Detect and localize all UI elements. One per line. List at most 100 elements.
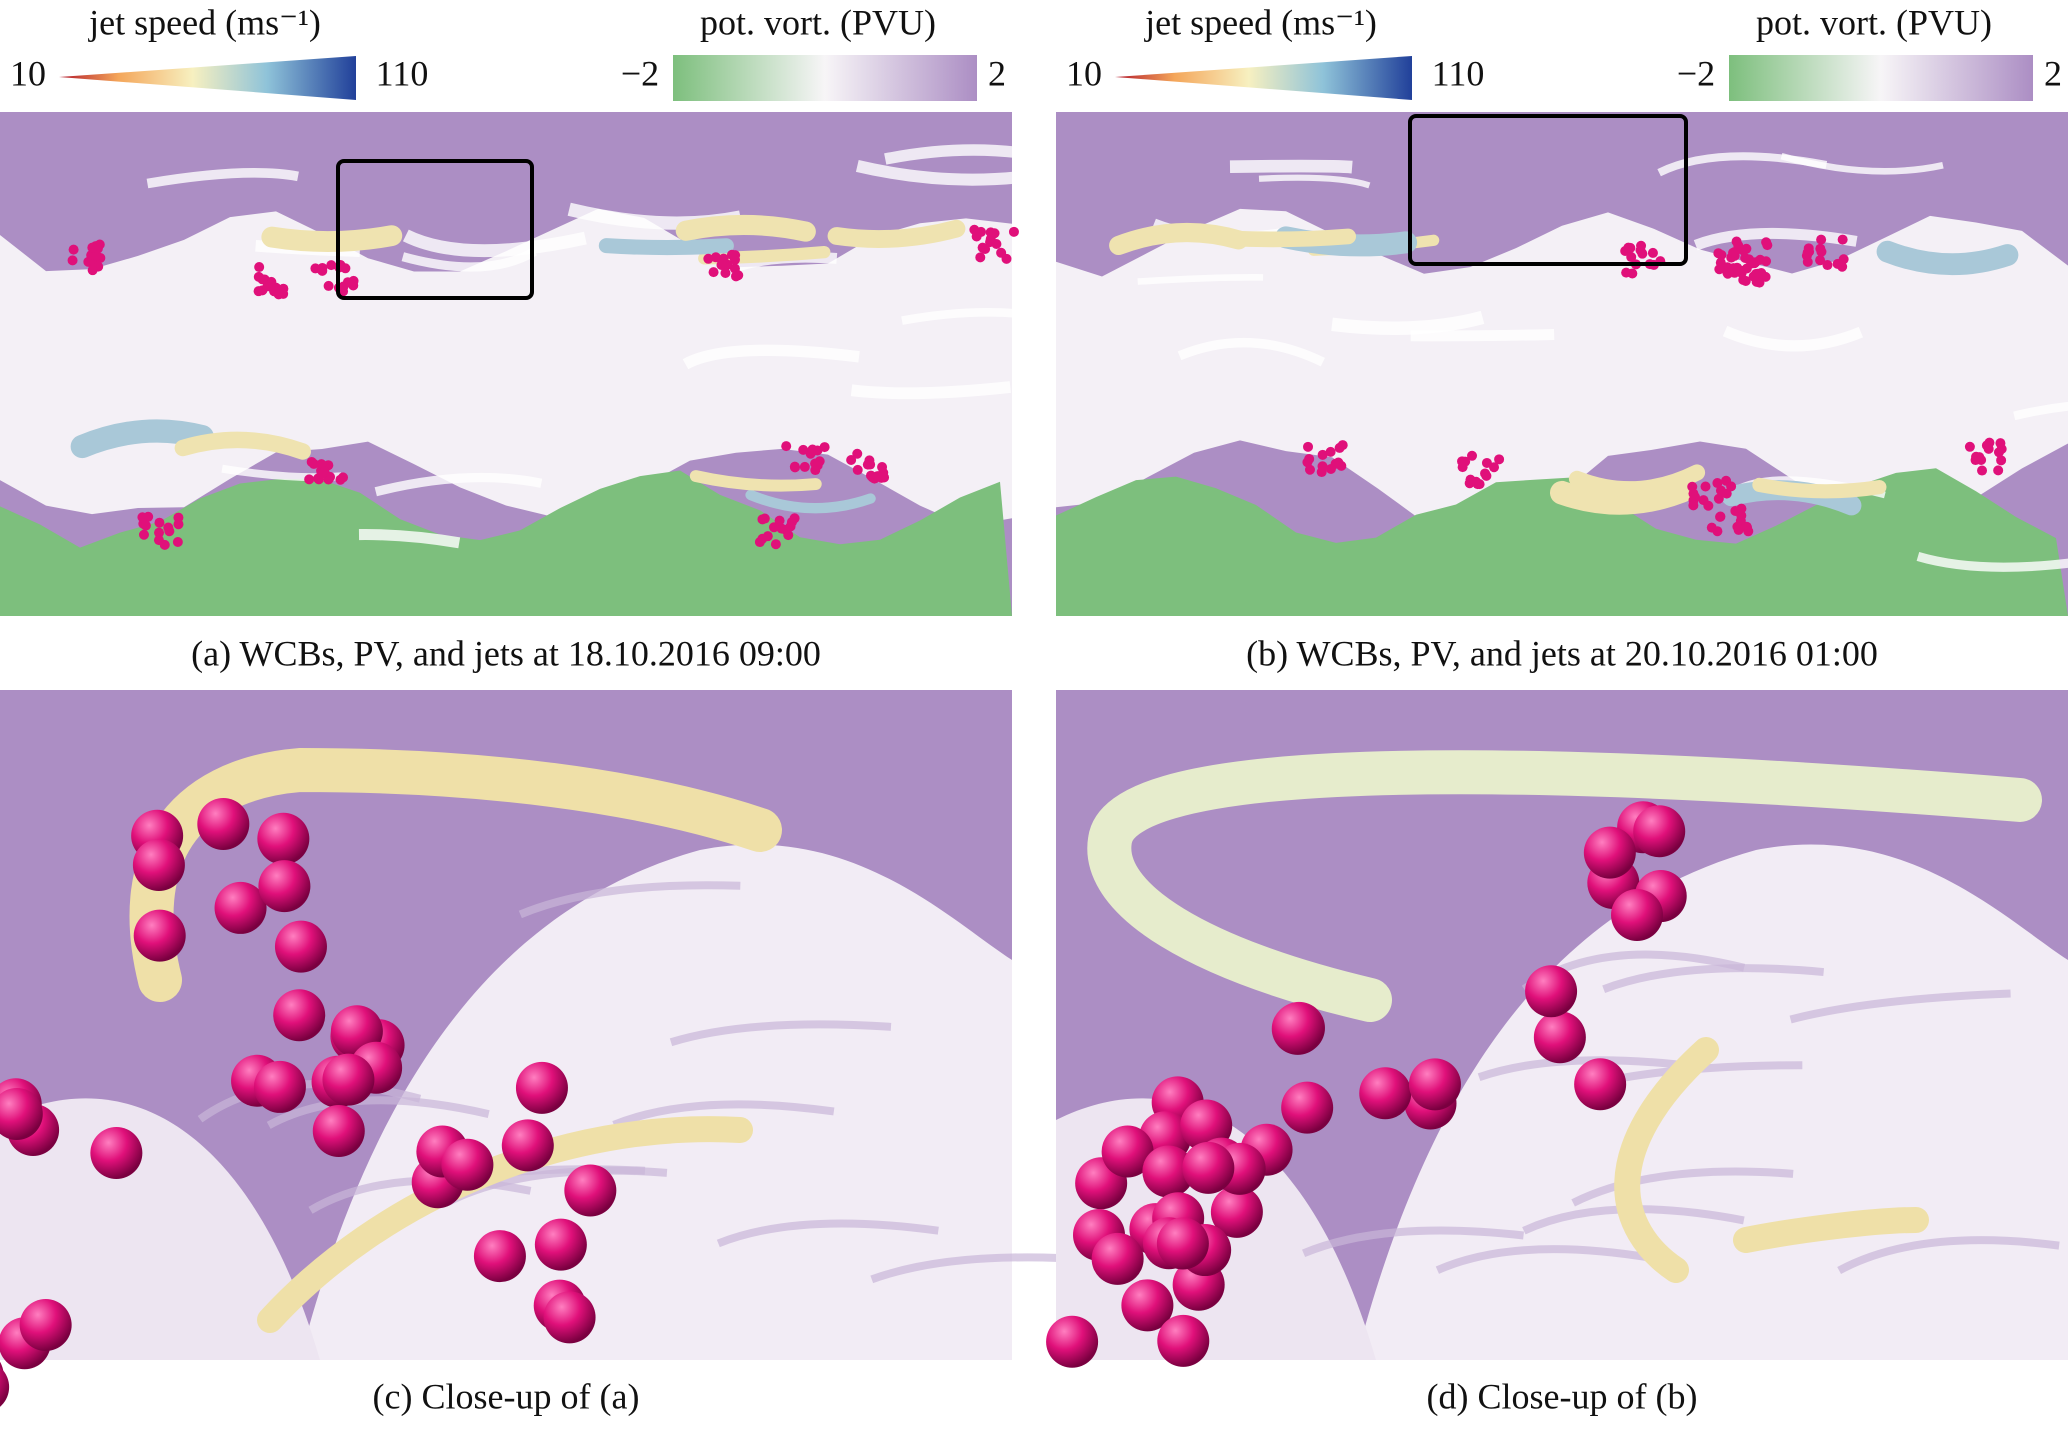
wcb-particle <box>1736 503 1747 514</box>
pv-swirl <box>1477 1056 1700 1081</box>
wcb-particle <box>759 513 770 524</box>
wcb-particle <box>1303 441 1314 452</box>
wcb-particle <box>1337 440 1348 451</box>
wcb-particle <box>1740 252 1751 263</box>
pv-swirl <box>266 1096 490 1129</box>
wcb-particle <box>1008 226 1019 237</box>
colorbar <box>1729 55 2033 101</box>
zoom-box <box>1408 114 1688 266</box>
wcb-particle <box>1001 253 1012 264</box>
jet-tube <box>827 219 966 248</box>
wcb-particle <box>1837 234 1848 245</box>
jet-tube <box>689 470 822 492</box>
legend-max: 2 <box>988 53 1006 93</box>
wcb-particle <box>1481 470 1492 481</box>
wcb-particle <box>1635 245 1646 256</box>
jet-tube <box>1549 479 1694 515</box>
wcb-particle <box>1731 236 1742 247</box>
wcb-particle <box>729 263 740 274</box>
wcb-particle <box>1325 446 1336 457</box>
legend-min: −2 <box>1677 53 1715 93</box>
legend-max: 110 <box>1432 53 1485 93</box>
wcb-particle <box>864 455 875 466</box>
wcb-particle <box>322 1053 375 1106</box>
legend-min: −2 <box>621 53 659 93</box>
jet-tube <box>1752 477 1887 499</box>
legend-max: 110 <box>376 53 429 93</box>
wcb-particle <box>1698 495 1709 506</box>
wcb-particle <box>316 459 327 470</box>
pv-swirl <box>1916 552 2069 572</box>
wcb-particle <box>1304 453 1315 464</box>
wcb-particle <box>789 513 800 524</box>
pv-swirl <box>884 144 1065 166</box>
wcb-particle <box>1142 1145 1195 1198</box>
closeup-image <box>0 690 1093 1407</box>
jet-tube <box>745 489 876 514</box>
jet-tube <box>261 225 403 252</box>
wcb-particle <box>253 286 264 297</box>
wcb-particle <box>132 839 185 892</box>
wcb-particle <box>67 255 78 266</box>
wcb-particle <box>441 1138 494 1191</box>
caption: (b) WCBs, PV, and jets at 20.10.2016 01:… <box>1246 633 1878 673</box>
wcb-particle <box>1750 269 1761 280</box>
wcb-particle <box>799 461 810 472</box>
wcb-particle <box>730 250 741 261</box>
pv-swirl <box>669 1020 892 1047</box>
legend-title: jet speed (ms⁻¹) <box>87 2 321 42</box>
wcb-particle <box>564 1164 617 1217</box>
wcb-particle <box>808 445 819 456</box>
pv-swirl <box>1410 328 1555 342</box>
jet-tube <box>1614 1037 1719 1283</box>
wcb-particle <box>173 519 184 530</box>
wcb-particle <box>846 454 857 465</box>
wcb-particle <box>323 474 334 485</box>
wcb-particle <box>975 252 986 263</box>
wcb-particle <box>266 278 277 289</box>
pv-swirl <box>402 229 587 258</box>
wcb-particle <box>1688 500 1699 511</box>
wcb-particle <box>274 920 327 973</box>
wcb-particle <box>708 267 719 278</box>
zoom-box <box>336 159 534 300</box>
wcb-particle <box>776 523 787 534</box>
wcb-particle <box>1091 1232 1144 1285</box>
wcb-particle <box>87 242 98 253</box>
wcb-particle <box>1816 234 1827 245</box>
legend-min: 10 <box>1066 53 1102 93</box>
pv-swirl <box>358 528 461 549</box>
colorbar <box>59 56 356 100</box>
pv-swirl <box>1137 274 1264 285</box>
jet-tube <box>1087 750 2042 1022</box>
wcb-particle <box>473 1230 526 1283</box>
wcb-particle <box>1647 247 1658 258</box>
wcb-particle <box>1706 522 1717 533</box>
pv-swirl <box>855 160 1038 186</box>
wcb-particle <box>197 798 250 851</box>
pv-white-region <box>300 844 1012 1360</box>
wcb-particle <box>19 1299 72 1352</box>
wcb-particle <box>1713 248 1724 259</box>
wcb-particle <box>1574 1058 1627 1111</box>
pv-swirl <box>401 247 538 272</box>
wcb-particle <box>1121 1279 1174 1332</box>
wcb-particle <box>1633 805 1686 858</box>
wcb-particle <box>1281 1081 1334 1134</box>
pv-swirl <box>1693 227 1858 251</box>
pv-swirl <box>1302 1226 1525 1258</box>
wcb-particle <box>1976 454 1987 465</box>
pv-swirl <box>682 344 860 370</box>
wcb-particle <box>1715 257 1726 268</box>
wcb-particle <box>1489 462 1500 473</box>
map-image <box>0 112 1065 616</box>
wcb-particle <box>790 462 801 473</box>
pv-swirl <box>1435 1245 1659 1274</box>
wcb-particle <box>710 252 721 263</box>
wcb-particle <box>515 1061 568 1114</box>
wcb-particle <box>985 227 996 238</box>
jet-tube <box>1220 228 1357 248</box>
caption: (a) WCBs, PV, and jets at 18.10.2016 09:… <box>191 633 821 673</box>
wcb-particle <box>1822 260 1833 271</box>
